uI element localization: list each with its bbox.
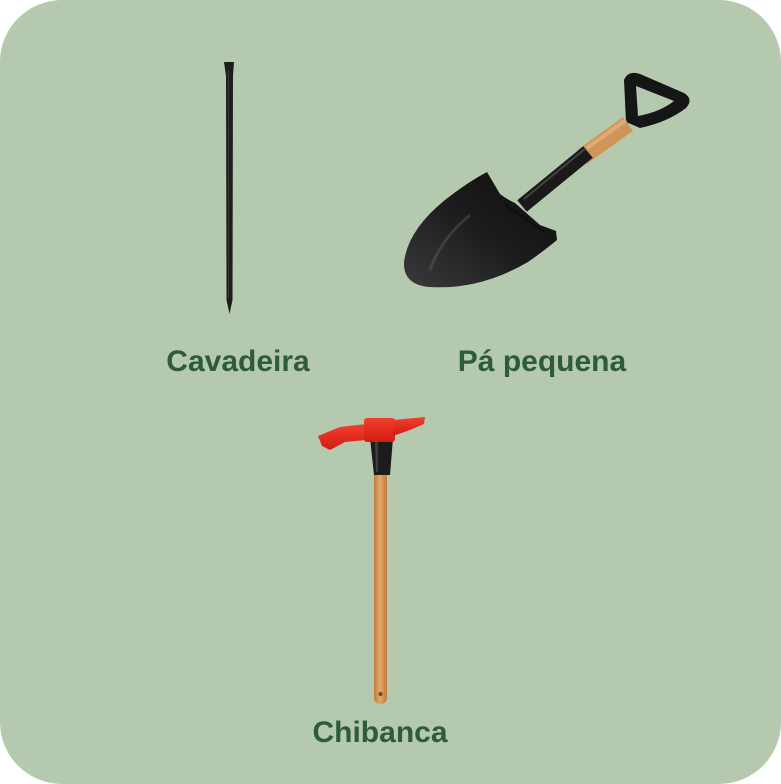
tool-label-chibanca: Chibanca [312, 716, 448, 749]
pickaxe-icon [318, 417, 425, 704]
shovel-icon [403, 72, 690, 288]
tool-label-pa-pequena: Pá pequena [457, 345, 627, 378]
tool-label-cavadeira: Cavadeira [166, 345, 310, 378]
crowbar-icon [224, 62, 234, 314]
